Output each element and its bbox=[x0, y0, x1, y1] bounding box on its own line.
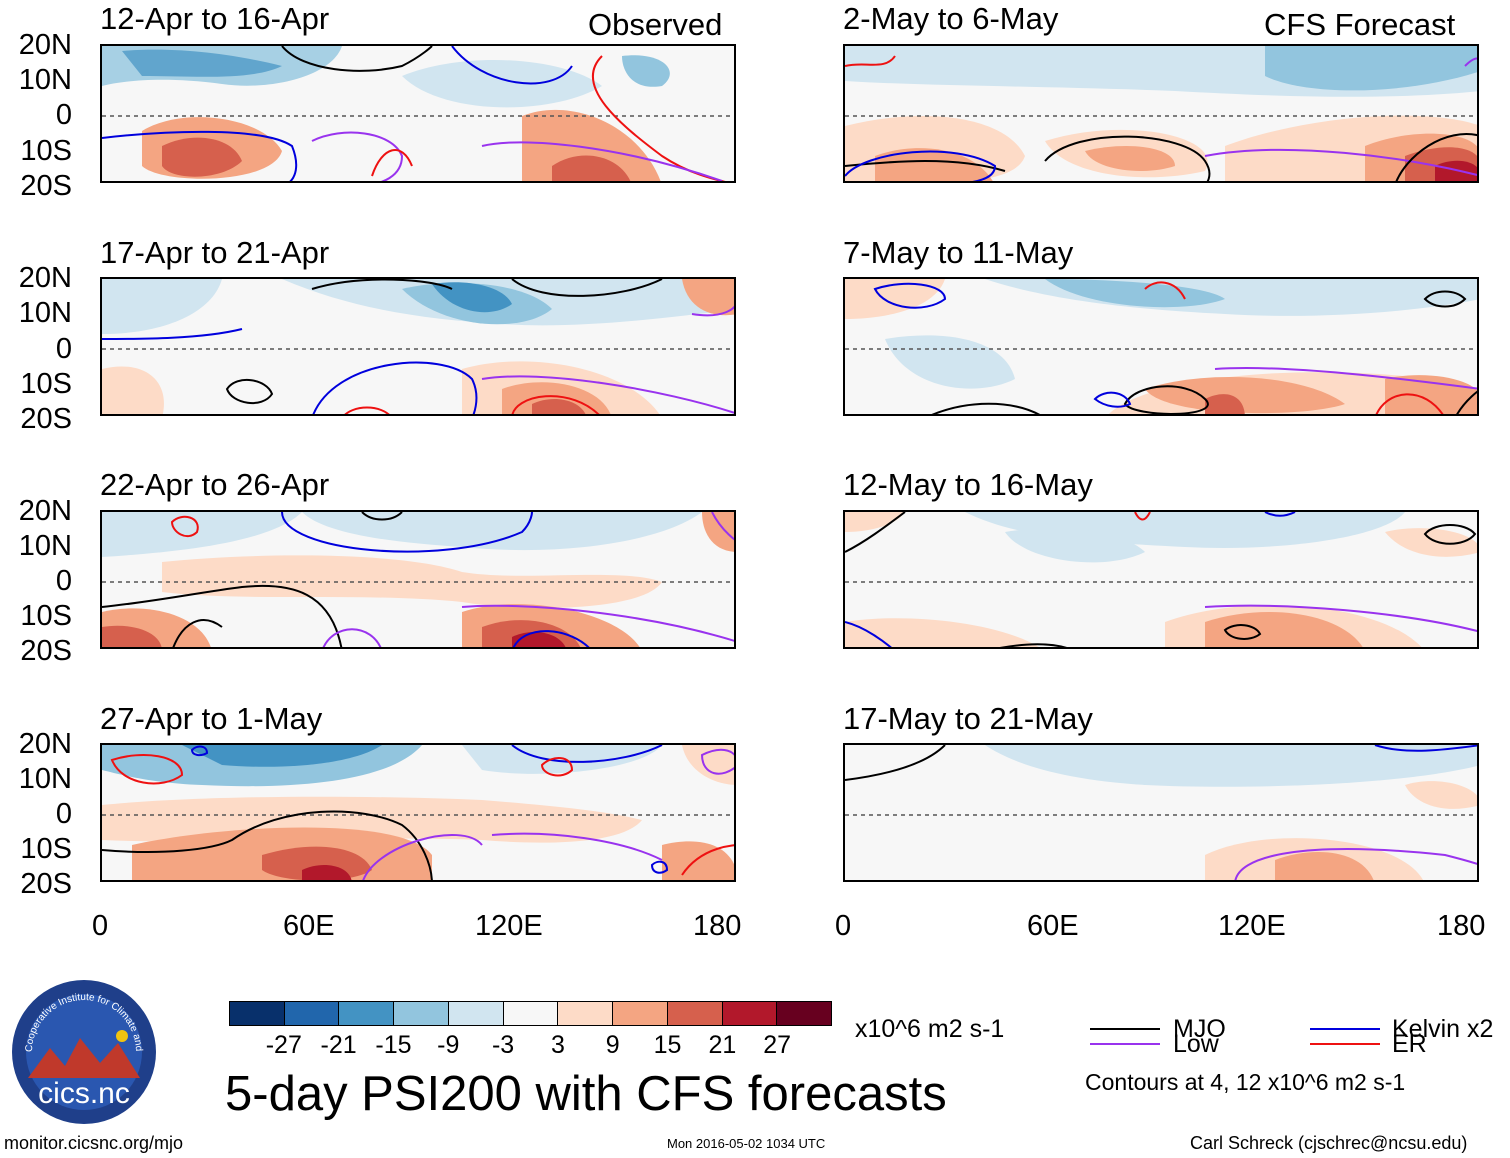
legend-label-low: Low bbox=[1173, 1030, 1219, 1058]
legend-line-mjo bbox=[1090, 1028, 1160, 1030]
lat-label: 20S bbox=[20, 170, 72, 202]
map-panel-obs-1 bbox=[100, 44, 736, 183]
lon-label: 0 bbox=[835, 910, 852, 942]
lat-label: 10N bbox=[18, 763, 72, 795]
panel-title-obs-4: 27-Apr to 1-May bbox=[100, 701, 323, 736]
lat-label: 10N bbox=[18, 297, 72, 329]
colorbar-box bbox=[284, 1002, 340, 1025]
colorbar-tick-label: 27 bbox=[763, 1031, 792, 1059]
observed-label: Observed bbox=[588, 7, 723, 42]
lon-label: 180 bbox=[693, 910, 742, 942]
lat-label: 20S bbox=[20, 868, 72, 900]
lat-label: 0 bbox=[55, 333, 72, 365]
colorbar-tick-label: 3 bbox=[550, 1031, 565, 1059]
colorbar-ticks: -27 -21 -15 -9 -3 3 9 15 21 27 bbox=[229, 1031, 832, 1061]
panel-title-fc-4: 17-May to 21-May bbox=[843, 701, 1093, 736]
lon-label: 120E bbox=[1218, 910, 1286, 942]
lat-label: 10S bbox=[20, 135, 72, 167]
footer-timestamp: Mon 2016-05-02 1034 UTC bbox=[667, 1136, 826, 1151]
colorbar-box bbox=[448, 1002, 504, 1025]
lat-label: 10S bbox=[20, 600, 72, 632]
colorbar-box bbox=[722, 1002, 778, 1025]
map-panel-fc-1 bbox=[843, 44, 1479, 183]
lat-label: 20N bbox=[18, 495, 72, 527]
legend-label-mjo: MJO bbox=[1173, 1015, 1226, 1043]
forecast-label: CFS Forecast bbox=[1264, 7, 1456, 42]
lat-label: 20S bbox=[20, 403, 72, 435]
cics-logo: Cooperative Institute for Climate and Sa… bbox=[7, 970, 158, 1126]
panel-title-fc-3: 12-May to 16-May bbox=[843, 467, 1093, 502]
lat-label: 10N bbox=[18, 530, 72, 562]
main-title: 5-day PSI200 with CFS forecasts bbox=[225, 1067, 947, 1121]
colorbar-box bbox=[667, 1002, 723, 1025]
legend-label-kelvin: Kelvin x2 bbox=[1392, 1015, 1494, 1043]
colorbar-box bbox=[777, 1002, 832, 1025]
colorbar-box bbox=[613, 1002, 668, 1025]
legend-label-er: ER bbox=[1392, 1030, 1427, 1058]
colorbar-box bbox=[394, 1002, 449, 1025]
colorbar-box bbox=[503, 1002, 559, 1025]
colorbar-tick-label: 15 bbox=[653, 1031, 682, 1059]
lon-label: 0 bbox=[92, 910, 109, 942]
lon-label: 60E bbox=[283, 910, 335, 942]
contours-note: Contours at 4, 12 x10^6 m2 s-1 bbox=[1085, 1069, 1406, 1095]
colorbar-tick-label: -15 bbox=[375, 1031, 412, 1059]
colorbar-tick-label: -3 bbox=[491, 1031, 515, 1059]
lat-label: 10N bbox=[18, 64, 72, 96]
lon-label: 120E bbox=[475, 910, 543, 942]
footer-author: Carl Schreck (cjschrec@ncsu.edu) bbox=[1190, 1133, 1468, 1153]
panel-title-obs-1: 12-Apr to 16-Apr bbox=[100, 1, 330, 36]
lat-label: 10S bbox=[20, 833, 72, 865]
colorbar-tick-label: -21 bbox=[320, 1031, 357, 1059]
colorbar-units: x10^6 m2 s-1 bbox=[855, 1015, 1005, 1043]
panel-title-fc-1: 2-May to 6-May bbox=[843, 1, 1059, 36]
colorbar-tick-label: 21 bbox=[708, 1031, 737, 1059]
footer-url: monitor.cicsnc.org/mjo bbox=[4, 1133, 184, 1153]
map-panel-fc-4 bbox=[843, 743, 1479, 882]
lon-label: 180 bbox=[1437, 910, 1486, 942]
colorbar-tick-label: 9 bbox=[605, 1031, 620, 1059]
lat-label: 20N bbox=[18, 728, 72, 760]
map-panel-fc-3 bbox=[843, 510, 1479, 649]
legend-line-kelvin bbox=[1310, 1028, 1380, 1030]
panel-title-fc-2: 7-May to 11-May bbox=[843, 235, 1074, 270]
lat-label: 20S bbox=[20, 635, 72, 667]
lat-label: 0 bbox=[55, 99, 72, 131]
legend-line-er bbox=[1310, 1043, 1380, 1045]
map-panel-obs-4 bbox=[100, 743, 736, 882]
lat-label: 20N bbox=[18, 262, 72, 294]
legend-line-low bbox=[1090, 1043, 1160, 1045]
colorbar-tick-label: -9 bbox=[437, 1031, 460, 1059]
colorbar-box bbox=[230, 1002, 285, 1025]
panel-title-obs-2: 17-Apr to 21-Apr bbox=[100, 235, 330, 270]
colorbar-tick-label: -27 bbox=[265, 1031, 302, 1059]
colorbar bbox=[229, 1001, 832, 1026]
lat-label: 10S bbox=[20, 368, 72, 400]
panel-title-obs-3: 22-Apr to 26-Apr bbox=[100, 467, 330, 502]
map-panel-fc-2 bbox=[843, 277, 1479, 416]
logo-text: cics.nc bbox=[38, 1077, 130, 1110]
map-panel-obs-3 bbox=[100, 510, 736, 649]
colorbar-box bbox=[558, 1002, 614, 1025]
lat-label: 0 bbox=[55, 798, 72, 830]
lon-label: 60E bbox=[1027, 910, 1079, 942]
map-panel-obs-2 bbox=[100, 277, 736, 416]
colorbar-box bbox=[339, 1002, 395, 1025]
lat-label: 20N bbox=[18, 29, 72, 61]
lat-label: 0 bbox=[55, 565, 72, 597]
